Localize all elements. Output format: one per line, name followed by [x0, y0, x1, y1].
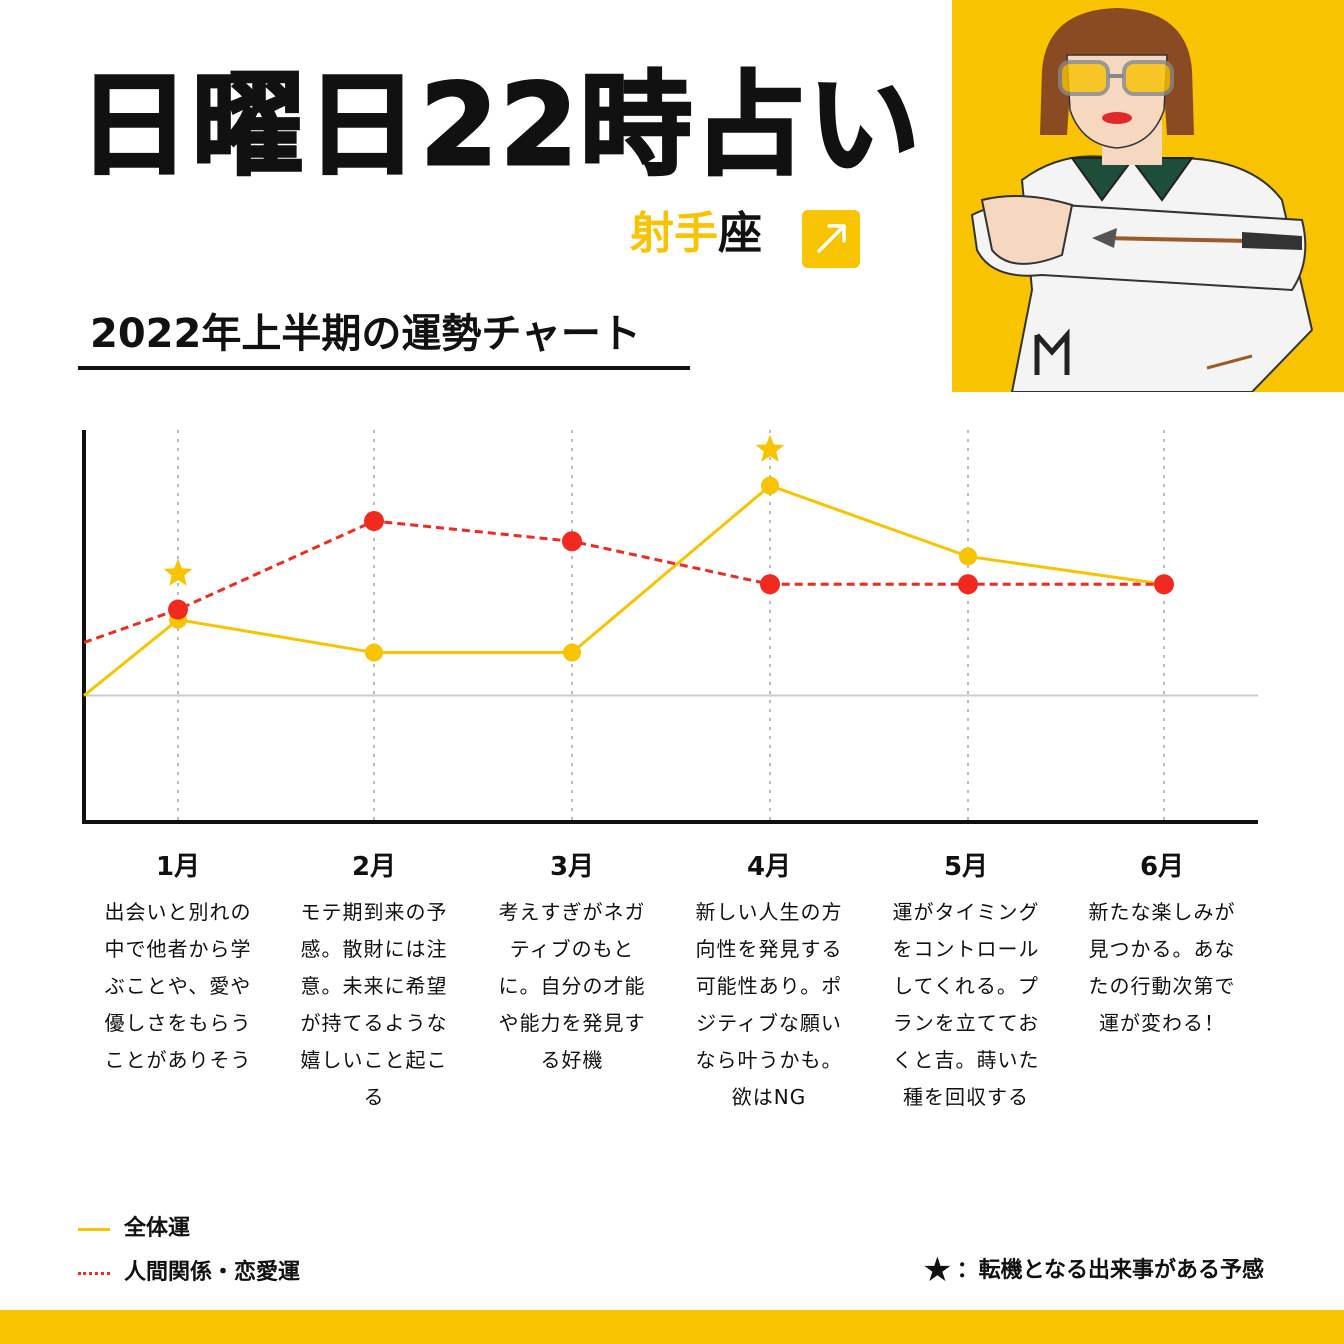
- month-label: 1月: [155, 852, 201, 882]
- data-point-love: [168, 599, 188, 620]
- bottom-accent-bar: [0, 1310, 1344, 1344]
- fortune-line-chart: [82, 430, 1258, 824]
- series-line-love: [83, 519, 1164, 644]
- data-point-love: [562, 531, 582, 552]
- star-icon: ★: [922, 1250, 953, 1290]
- turning-point-note-text: ：転機となる出来事がある予感: [956, 1258, 1264, 1283]
- data-point-love: [958, 574, 978, 595]
- legend-item-love: 人間関係・恋愛運: [78, 1254, 300, 1286]
- page-title: 日曜日22時占い: [77, 61, 922, 191]
- month-label: 5月: [943, 852, 989, 882]
- month-label: 3月: [549, 852, 595, 882]
- legend-solid-swatch: [78, 1227, 110, 1231]
- month-description: 運がタイミング をコントロール してくれる。プ ランを立ててお くと吉。蒔いた …: [892, 900, 1040, 1109]
- series-line-overall: [83, 483, 1165, 697]
- zodiac-sign-highlight: 射手: [630, 208, 718, 259]
- chart-subtitle: 2022年上半期の運勢チャート: [90, 311, 641, 357]
- month-label: 6月: [1139, 852, 1185, 882]
- legend-label: 全体運: [124, 1216, 191, 1241]
- sagittarius-character-illustration: [952, 0, 1344, 392]
- month-label: 2月: [351, 852, 397, 882]
- month-description: 考えすぎがネガ ティブのもと に。自分の才能 や能力を発見す る好機: [498, 900, 646, 1072]
- data-point-love: [1154, 574, 1174, 595]
- month-label: 4月: [746, 852, 792, 882]
- data-point-love: [364, 511, 384, 532]
- subtitle-underline: [78, 366, 690, 370]
- data-point-overall: [563, 643, 581, 662]
- month-description: モテ期到来の予 感。散財には注 意。未来に希望 が持てるような 嬉しいこと起こ …: [300, 900, 448, 1109]
- data-point-overall: [959, 547, 977, 566]
- turning-point-note: ★ ：転機となる出来事がある予感: [922, 1250, 1264, 1290]
- data-point-overall: [761, 476, 779, 495]
- month-description: 新しい人生の方 向性を発見する 可能性あり。ポ ジティブな願い なら叶うかも。 …: [695, 900, 843, 1109]
- zodiac-sign-suffix: 座: [718, 208, 762, 259]
- zodiac-sign-label: 射手座: [630, 212, 762, 256]
- sagittarius-arrow-icon: [802, 210, 860, 268]
- data-point-overall: [365, 643, 383, 662]
- month-description: 新たな楽しみが 見つかる。あな たの行動次第で 運が変わる！: [1088, 900, 1236, 1035]
- month-description: 出会いと別れの 中で他者から学 ぶことや、愛や 優しさをもらう ことがありそう: [104, 900, 252, 1072]
- data-point-love: [760, 574, 780, 595]
- legend-item-overall: 全体運: [78, 1210, 190, 1242]
- legend-label: 人間関係・恋愛運: [124, 1260, 301, 1285]
- star-icon: [755, 434, 785, 462]
- legend-dashed-swatch: [78, 1271, 110, 1275]
- star-icon: [163, 558, 193, 586]
